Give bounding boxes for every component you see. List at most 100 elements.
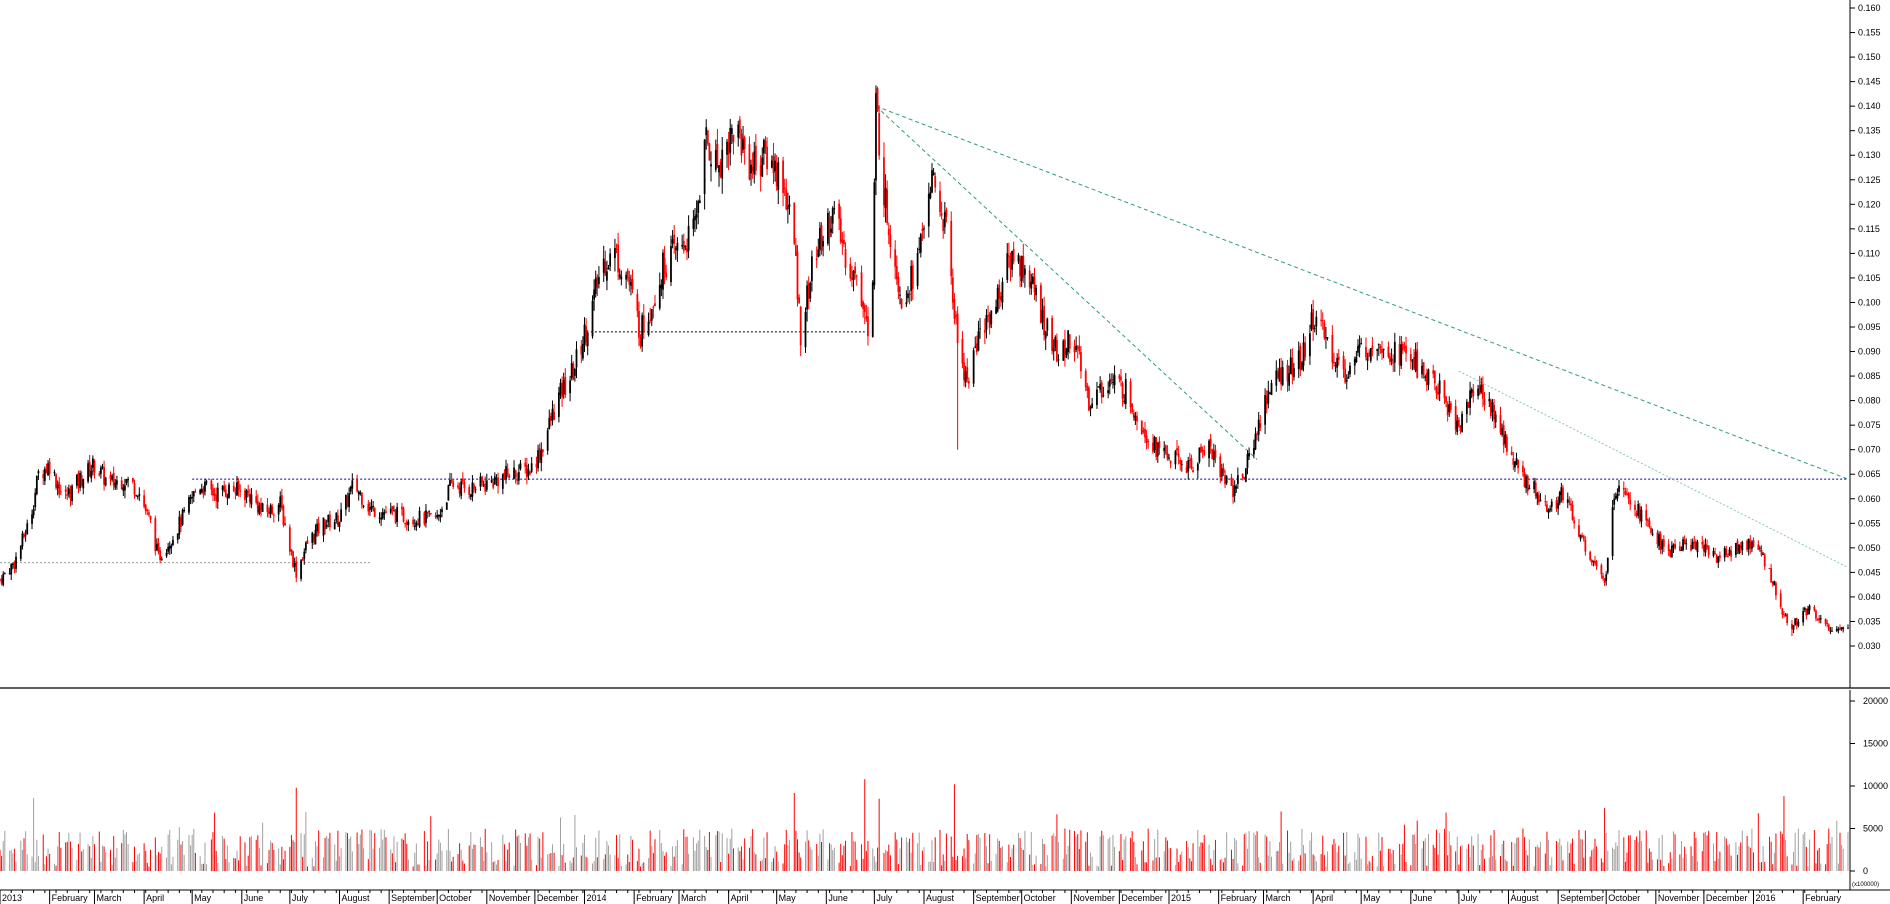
candle-body — [1757, 544, 1760, 550]
candle-body — [1618, 485, 1620, 492]
candle-body — [202, 488, 205, 495]
candle-body — [1523, 472, 1526, 487]
candle-body — [45, 470, 48, 473]
candle-body — [1792, 625, 1795, 630]
candle-body — [1033, 276, 1036, 293]
candle-body — [1717, 556, 1720, 563]
candle-body — [580, 345, 583, 355]
candle-body — [1763, 554, 1766, 567]
candle-body — [8, 573, 11, 575]
month-label: May — [1363, 893, 1381, 903]
trend-line — [1458, 370, 1849, 568]
candle-body — [144, 504, 147, 512]
candle-body — [1264, 395, 1266, 425]
candle-body — [762, 139, 765, 154]
candle-body — [1445, 396, 1447, 403]
candle-body — [98, 473, 101, 476]
candle-body — [1099, 383, 1102, 390]
month-label: July — [1461, 893, 1478, 903]
candle-body — [1012, 248, 1015, 262]
month-label: October — [439, 893, 471, 903]
candle-body — [333, 522, 336, 530]
candle-body — [471, 482, 474, 497]
candle-body — [439, 514, 442, 518]
candle-body — [796, 251, 799, 300]
candle-body — [990, 310, 993, 325]
candle-body — [774, 160, 776, 172]
candle-body — [819, 227, 821, 250]
candle-body — [1142, 430, 1145, 432]
candle-body — [344, 494, 347, 510]
candle-body — [1256, 433, 1258, 435]
candle-body — [617, 244, 620, 273]
candle-body — [1121, 382, 1124, 399]
candle-body — [1413, 357, 1415, 369]
candle-body — [1129, 381, 1132, 408]
candle-body — [953, 299, 956, 319]
candle-body — [1704, 544, 1707, 553]
candle-body — [1624, 490, 1627, 495]
candle-body — [639, 337, 642, 346]
candle-body — [1515, 458, 1518, 465]
candle-body — [1528, 487, 1531, 490]
candle-body — [1244, 468, 1247, 482]
candle-body — [1816, 619, 1819, 621]
candle-body — [1136, 416, 1138, 422]
candle-body — [1190, 458, 1193, 469]
candle-body — [1590, 560, 1593, 563]
candle-body — [593, 289, 596, 300]
candle-body — [1424, 376, 1427, 379]
candle-body — [754, 145, 757, 171]
candle-body — [508, 475, 511, 478]
candle-body — [1400, 344, 1403, 366]
candle-body — [557, 392, 560, 417]
candle-body — [966, 367, 969, 380]
candle-body — [692, 218, 695, 229]
price-tick-label: 0.155 — [1858, 28, 1881, 38]
candle-body — [628, 277, 631, 285]
candle-body — [951, 277, 954, 303]
month-label: November — [489, 893, 531, 903]
candle-body — [1775, 582, 1777, 596]
candle-body — [1078, 346, 1081, 352]
candle-body — [385, 511, 387, 514]
candle-body — [1656, 532, 1659, 545]
price-tick-label: 0.140 — [1858, 101, 1881, 111]
candle-body — [1570, 503, 1572, 506]
candle-body — [79, 472, 81, 489]
candle-body — [434, 515, 437, 518]
candle-body — [441, 509, 443, 513]
candle-body — [572, 363, 575, 380]
candle-body — [684, 245, 687, 248]
candle-body — [1192, 470, 1194, 473]
price-candles — [0, 85, 1849, 637]
candle-body — [894, 249, 897, 267]
candle-body — [1714, 553, 1716, 555]
month-label: November — [1073, 893, 1115, 903]
candle-body — [485, 480, 488, 490]
month-label: October — [1608, 893, 1640, 903]
candle-body — [1483, 398, 1486, 406]
month-label: August — [926, 893, 955, 903]
candle-body — [525, 465, 528, 478]
candle-body — [199, 489, 202, 494]
candle-body — [900, 299, 903, 308]
candle-body — [87, 463, 89, 482]
candle-body — [562, 379, 565, 395]
candle-body — [1214, 449, 1217, 458]
candle-body — [1712, 550, 1715, 556]
candle-body — [883, 157, 885, 206]
candle-body — [1614, 496, 1617, 499]
candle-body — [1365, 347, 1367, 357]
candle-body — [1371, 346, 1374, 349]
candle-body — [1432, 370, 1435, 374]
candle-body — [1068, 334, 1071, 349]
volume-axis: 0 5000 10000 15000 20000 (x100000) — [1849, 690, 1888, 890]
candle-body — [1693, 541, 1696, 544]
price-tick-label: 0.030 — [1858, 641, 1881, 651]
candle-body — [1680, 549, 1683, 551]
candle-body — [56, 484, 59, 489]
candle-body — [726, 141, 728, 155]
candle-body — [122, 487, 125, 491]
candle-body — [26, 523, 29, 535]
